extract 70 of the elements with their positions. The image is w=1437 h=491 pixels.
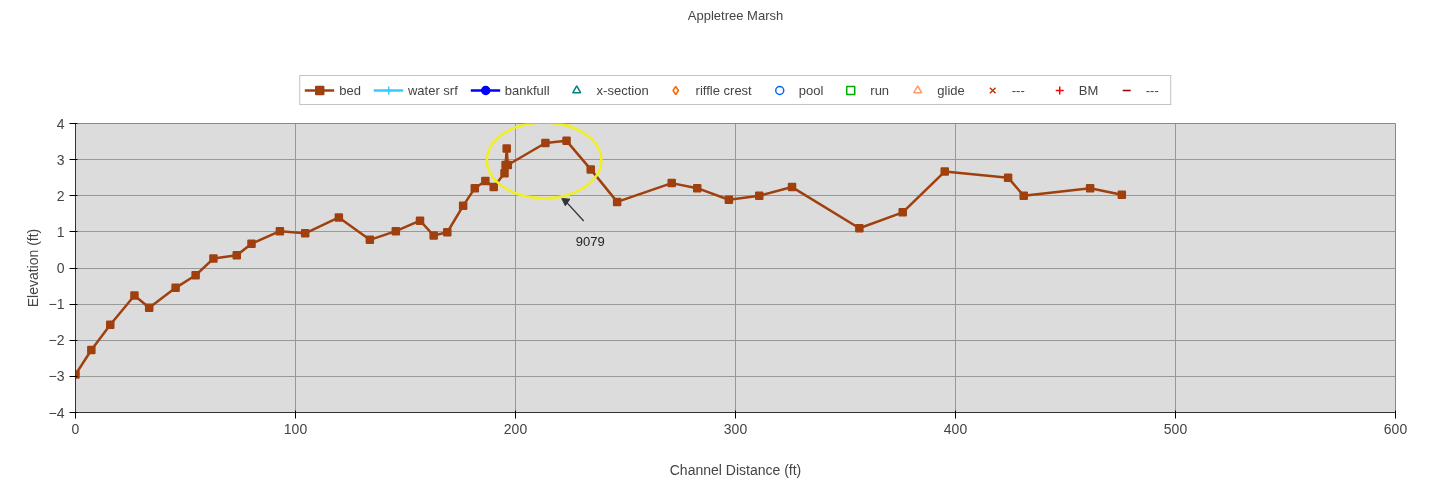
point	[724, 195, 734, 204]
point	[365, 235, 375, 245]
point	[500, 169, 509, 178]
legend-label: pool	[798, 82, 824, 98]
y-tick-label: 4	[56, 115, 65, 132]
point	[458, 201, 468, 211]
legend-label: x-section	[596, 82, 649, 98]
y-axis-title: Elevation (ft)	[24, 228, 41, 308]
y-tick-label: 0	[56, 260, 65, 276]
point	[855, 224, 864, 233]
y-tick-label: −4	[48, 404, 65, 421]
point	[586, 165, 595, 174]
point	[87, 345, 96, 355]
point	[130, 291, 139, 300]
point	[755, 191, 764, 200]
point	[391, 226, 401, 236]
point	[1117, 190, 1127, 199]
point	[171, 283, 180, 293]
x-tick-label: 400	[943, 420, 968, 437]
x-tick-label: 0	[71, 420, 80, 437]
point	[106, 320, 115, 329]
legend-label: bankfull	[504, 82, 550, 98]
point	[1085, 183, 1095, 193]
legend-label: glide	[937, 82, 965, 98]
x-tick-label: 600	[1383, 420, 1408, 437]
point	[275, 226, 285, 236]
point	[232, 251, 242, 260]
point	[481, 176, 490, 186]
y-tick-label: −3	[48, 368, 65, 385]
annotation: 9079	[575, 234, 605, 250]
point	[209, 254, 218, 263]
x-tick-label: 300	[723, 420, 748, 437]
point	[489, 182, 498, 192]
legend-label: bed	[339, 82, 361, 98]
point	[940, 167, 949, 176]
point	[787, 182, 797, 192]
legend-label: ---	[1011, 82, 1026, 98]
point	[443, 227, 452, 237]
x-tick-label: 100	[283, 420, 308, 437]
point	[502, 144, 511, 153]
legend-label: BM	[1078, 82, 1099, 98]
legend-label: riffle crest	[695, 82, 752, 98]
x-axis-title: Channel Distance (ft)	[669, 461, 802, 478]
point	[191, 270, 200, 280]
point	[562, 136, 571, 146]
legend-label: water srf	[407, 82, 458, 98]
y-tick-label: 1	[56, 223, 65, 240]
point	[1003, 173, 1013, 182]
point	[541, 138, 550, 148]
point	[612, 197, 622, 207]
y-tick-label: 3	[56, 151, 65, 168]
point	[692, 183, 702, 193]
point	[334, 213, 344, 222]
x-tick-label: 200	[503, 420, 528, 437]
point	[247, 239, 256, 249]
y-tick-label: 2	[56, 187, 65, 204]
y-tick-label: −1	[48, 296, 65, 313]
point	[415, 216, 425, 225]
legend-label: ---	[1145, 82, 1160, 98]
point	[429, 231, 438, 240]
legend-label: run	[870, 82, 891, 98]
point	[1019, 191, 1028, 200]
y-tick-label: −2	[48, 332, 65, 349]
x-tick-label: 500	[1163, 420, 1188, 437]
point	[470, 183, 480, 193]
point	[898, 208, 907, 217]
point	[667, 178, 676, 188]
chart-title: Appletree Marsh	[687, 7, 784, 23]
point	[300, 229, 310, 238]
point	[144, 303, 154, 312]
